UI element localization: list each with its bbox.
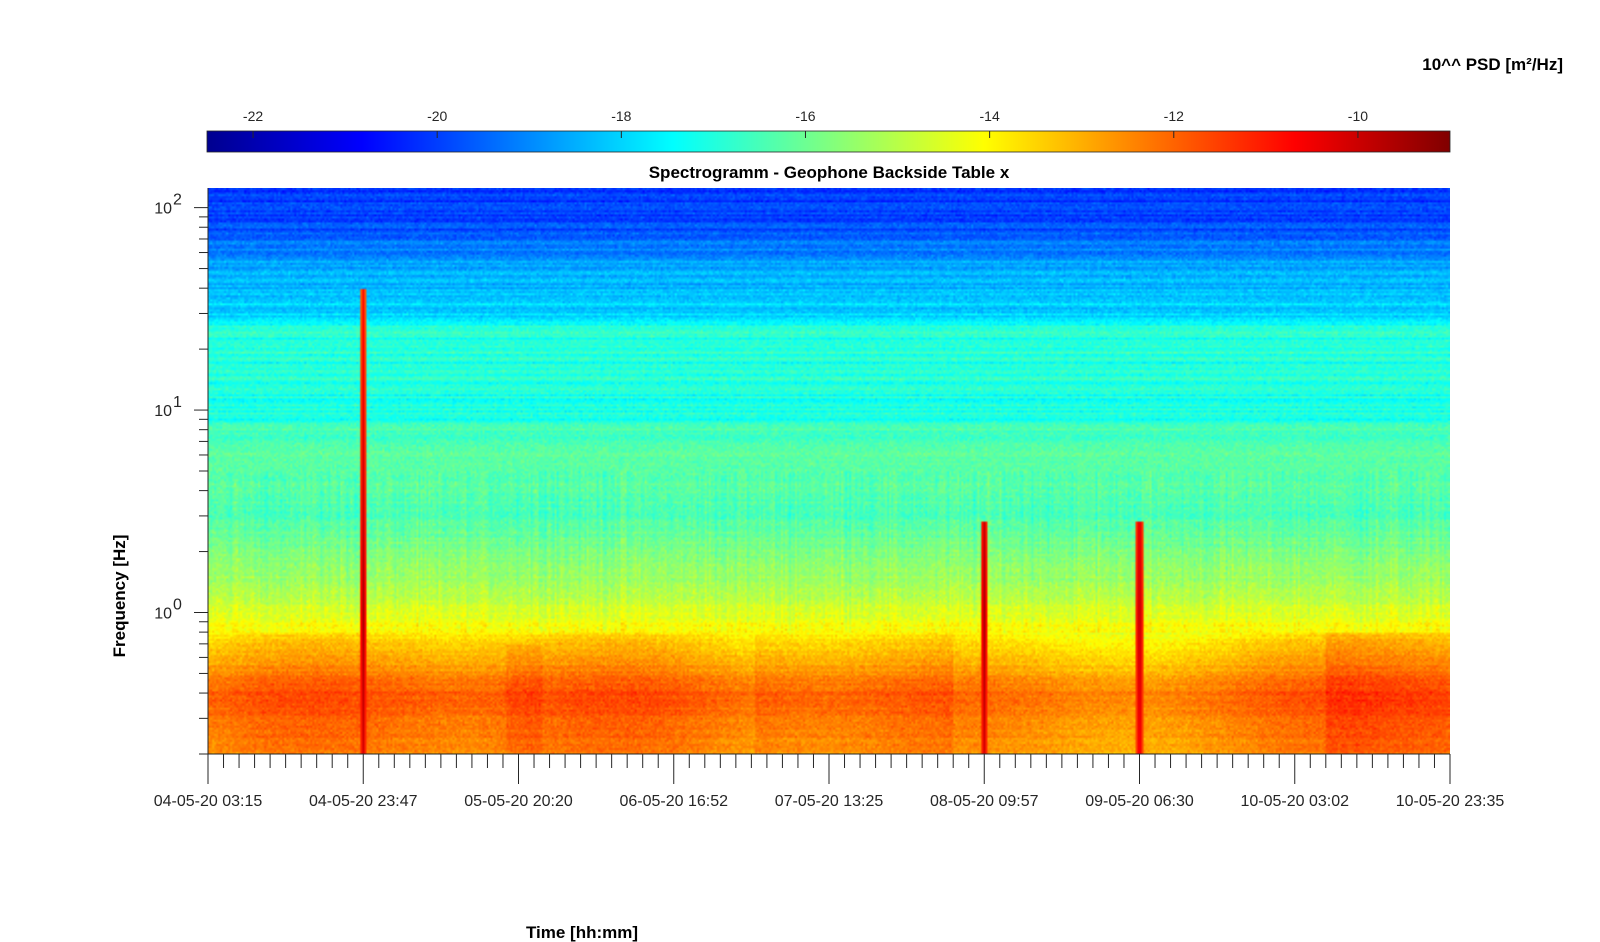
y-axis-label: Frequency [Hz] bbox=[110, 535, 129, 658]
colorbar-tick-label: -22 bbox=[243, 108, 263, 124]
colorbar-tick-label: -16 bbox=[795, 108, 815, 124]
colorbar-tick-label: -10 bbox=[1348, 108, 1368, 124]
x-tick-label: 09-05-20 06:30 bbox=[1085, 793, 1194, 810]
colorbar-tick-label: -18 bbox=[611, 108, 631, 124]
colorbar-gradient bbox=[206, 130, 1451, 153]
x-tick-label: 04-05-20 23:47 bbox=[309, 793, 418, 810]
x-axis: 04-05-20 03:15 04-05-20 23:47 05-05-20 20:… bbox=[154, 753, 1505, 810]
svg-text:1: 1 bbox=[173, 394, 182, 411]
y-tick-label: 102 bbox=[154, 192, 182, 218]
svg-text:10: 10 bbox=[154, 403, 172, 420]
colorbar-tick-label: -20 bbox=[427, 108, 447, 124]
y-tick-label: 101 bbox=[154, 394, 182, 420]
y-tick-label: 100 bbox=[154, 597, 182, 623]
spectrogram-plot-area bbox=[208, 188, 1450, 754]
spectrogram-heatmap bbox=[208, 188, 1450, 754]
x-tick-label: 06-05-20 16:52 bbox=[619, 793, 728, 810]
x-tick-label: 05-05-20 20:20 bbox=[464, 793, 573, 810]
x-tick-label: 04-05-20 03:15 bbox=[154, 793, 263, 810]
colorbar-tick-label: -12 bbox=[1164, 108, 1184, 124]
svg-text:10: 10 bbox=[154, 201, 172, 218]
colorbar: -22 -20 -18 -16 -14 -12 -10 10^^ PSD [m²/Hz] bbox=[206, 55, 1563, 153]
chart-title: Spectrogramm - Geophone Backside Table x bbox=[649, 163, 1010, 182]
x-tick-label: 10-05-20 03:02 bbox=[1240, 793, 1349, 810]
svg-text:0: 0 bbox=[173, 597, 182, 614]
colorbar-ticks: -22 -20 -18 -16 -14 -12 -10 bbox=[243, 108, 1368, 138]
colorbar-tick-label: -14 bbox=[980, 108, 1000, 124]
x-tick-label: 10-05-20 23:35 bbox=[1396, 793, 1505, 810]
x-axis-label: Time [hh:mm] bbox=[526, 923, 638, 942]
x-tick-label: 07-05-20 13:25 bbox=[775, 793, 884, 810]
svg-text:2: 2 bbox=[173, 192, 182, 209]
colorbar-label: 10^^ PSD [m²/Hz] bbox=[1422, 55, 1563, 74]
svg-text:10: 10 bbox=[154, 606, 172, 623]
x-tick-label: 08-05-20 09:57 bbox=[930, 793, 1039, 810]
